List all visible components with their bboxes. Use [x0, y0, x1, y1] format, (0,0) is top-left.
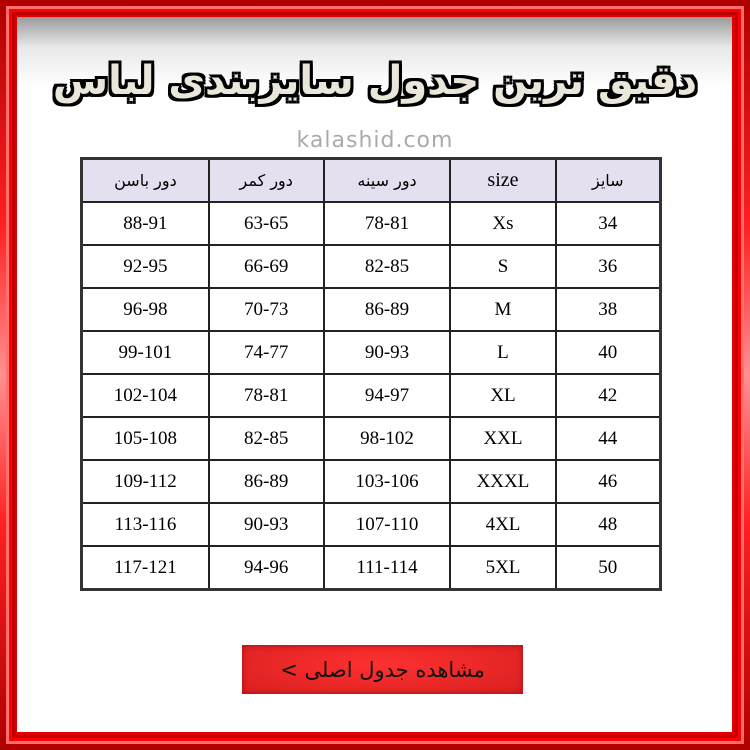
table-cell: XXL [449, 416, 557, 461]
table-cell: 92-95 [80, 244, 210, 289]
size-table: سایز size دور سینه دور کمر دور باسن 34 Xs 78-8… [80, 157, 662, 591]
table-cell: 99-101 [80, 330, 210, 375]
table-cell: XXXL [449, 459, 557, 504]
table-cell: 82-85 [207, 416, 325, 461]
column-header: دور کمر [207, 157, 325, 203]
table-cell: 105-108 [80, 416, 210, 461]
table-cell: 42 [554, 373, 662, 418]
table-cell: 94-96 [207, 545, 325, 591]
table-cell: 96-98 [80, 287, 210, 332]
table-cell: M [449, 287, 557, 332]
table-row: 46 XXXL 103-106 86-89 109-112 [80, 459, 662, 504]
table-cell: 70-73 [207, 287, 325, 332]
table-cell: 90-93 [207, 502, 325, 547]
table-cell: 94-97 [322, 373, 452, 418]
table-cell: 98-102 [322, 416, 452, 461]
table-cell: 48 [554, 502, 662, 547]
column-header: دور باسن [80, 157, 210, 203]
table-cell: 78-81 [322, 201, 452, 246]
table-cell: S [449, 244, 557, 289]
table-cell: 88-91 [80, 201, 210, 246]
table-cell: 111-114 [322, 545, 452, 591]
table-cell: 50 [554, 545, 662, 591]
table-cell: 102-104 [80, 373, 210, 418]
watermark: kalashid.com [296, 128, 454, 153]
table-cell: 113-116 [80, 502, 210, 547]
table-cell: 66-69 [207, 244, 325, 289]
table-row: 34 Xs 78-81 63-65 88-91 [80, 201, 662, 246]
table-cell: 34 [554, 201, 662, 246]
table-cell: 5XL [449, 545, 557, 591]
table-cell: 74-77 [207, 330, 325, 375]
column-header: سایز [554, 157, 662, 203]
table-cell: XL [449, 373, 557, 418]
table-cell: 90-93 [322, 330, 452, 375]
table-row: 44 XXL 98-102 82-85 105-108 [80, 416, 662, 461]
table-row: 38 M 86-89 70-73 96-98 [80, 287, 662, 332]
table-cell: 103-106 [322, 459, 452, 504]
table-cell: 38 [554, 287, 662, 332]
table-row: 50 5XL 111-114 94-96 117-121 [80, 545, 662, 591]
column-header: size [449, 157, 557, 203]
table-cell: 109-112 [80, 459, 210, 504]
page-title: دقیق ترین جدول سایزبندی لباس [52, 58, 698, 104]
table-cell: L [449, 330, 557, 375]
table-cell: 82-85 [322, 244, 452, 289]
column-header: دور سینه [322, 157, 452, 203]
table-cell: 4XL [449, 502, 557, 547]
table-cell: 36 [554, 244, 662, 289]
table-cell: 63-65 [207, 201, 325, 246]
view-original-table-button[interactable]: مشاهده جدول اصلی > [242, 645, 523, 694]
table-cell: 86-89 [207, 459, 325, 504]
table-cell: 46 [554, 459, 662, 504]
table-row: 48 4XL 107-110 90-93 113-116 [80, 502, 662, 547]
table-cell: 40 [554, 330, 662, 375]
header-row: سایز size دور سینه دور کمر دور باسن [80, 157, 662, 203]
table-cell: Xs [449, 201, 557, 246]
table-row: 40 L 90-93 74-77 99-101 [80, 330, 662, 375]
table-cell: 86-89 [322, 287, 452, 332]
table-row: 36 S 82-85 66-69 92-95 [80, 244, 662, 289]
table-cell: 78-81 [207, 373, 325, 418]
table-cell: 117-121 [80, 545, 210, 591]
table-row: 42 XL 94-97 78-81 102-104 [80, 373, 662, 418]
table-cell: 44 [554, 416, 662, 461]
table-cell: 107-110 [322, 502, 452, 547]
